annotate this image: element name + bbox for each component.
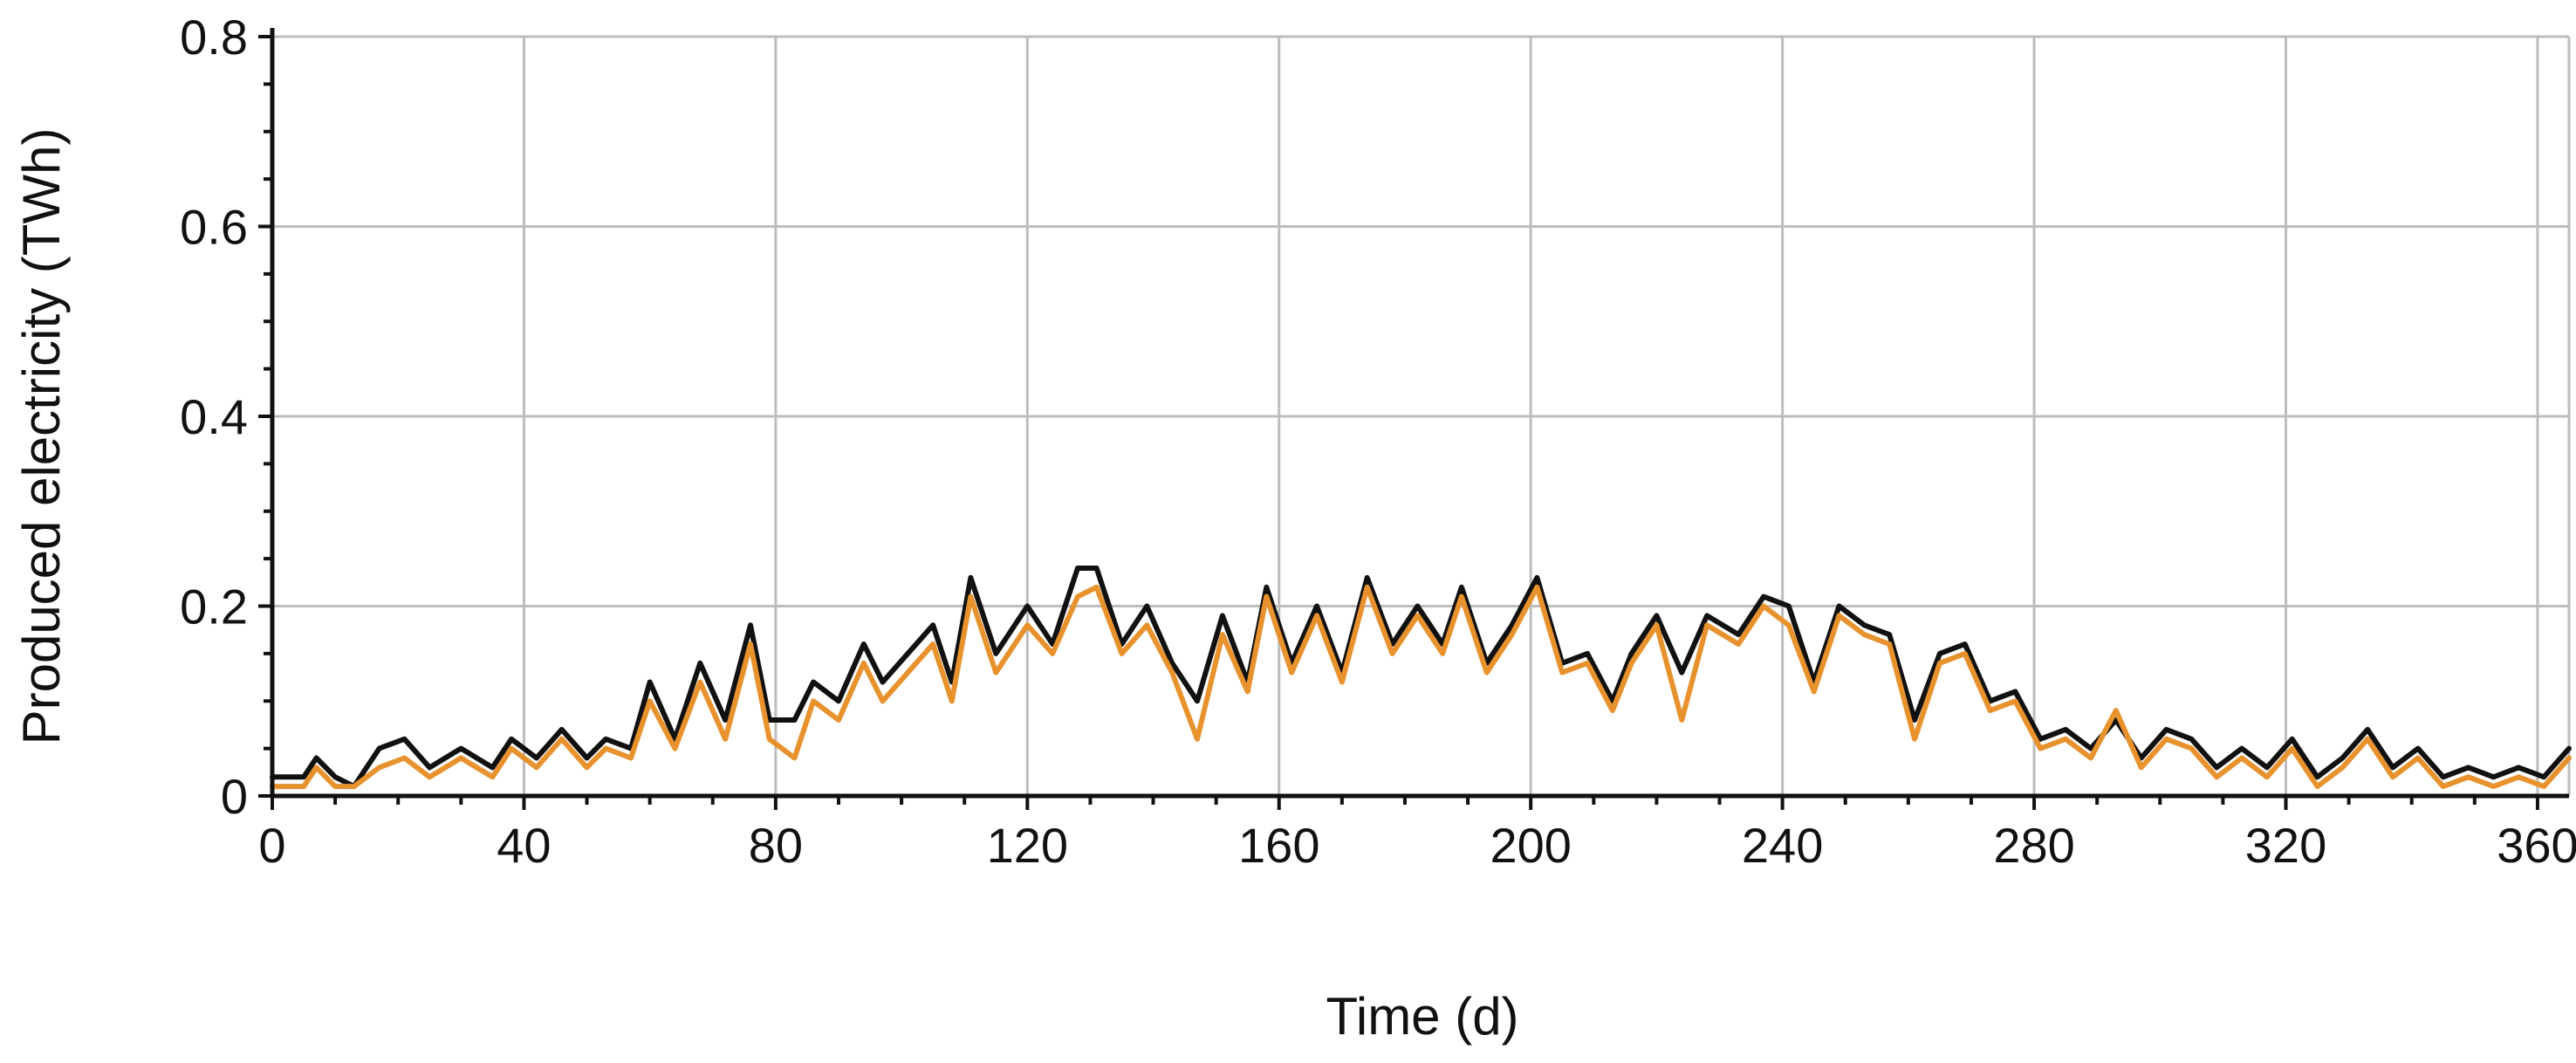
x-tick-label: 240	[1742, 818, 1823, 873]
x-tick-label: 200	[1490, 818, 1571, 873]
x-tick-label: 320	[2245, 818, 2326, 873]
x-tick-label: 280	[1993, 818, 2074, 873]
series-line-1	[270, 566, 2572, 790]
y-tick-label: 0.8	[180, 10, 248, 65]
y-tick-label: 0.6	[180, 200, 248, 255]
x-axis-title: Time (d)	[1326, 987, 1518, 1046]
grid	[272, 35, 2571, 796]
y-tick-label: 0.2	[180, 580, 248, 634]
y-tick-label: 0.4	[180, 389, 248, 444]
x-tick-label: 80	[749, 818, 803, 873]
tick-labels: 0 40 80 120 160 200 240 280 320 360 0 0.2 0.4 0.6 0.8	[180, 10, 2576, 873]
series-line-2	[270, 584, 2572, 790]
series-layer	[270, 566, 2572, 790]
axes	[258, 28, 2569, 810]
y-axis-title: Produced electricity (TWh)	[12, 128, 71, 745]
x-tick-label: 120	[987, 818, 1068, 873]
x-tick-label: 40	[497, 818, 551, 873]
x-tick-label: 360	[2497, 818, 2576, 873]
x-tick-label: 0	[258, 818, 285, 873]
y-tick-label: 0	[221, 769, 248, 824]
x-tick-label: 160	[1238, 818, 1319, 873]
